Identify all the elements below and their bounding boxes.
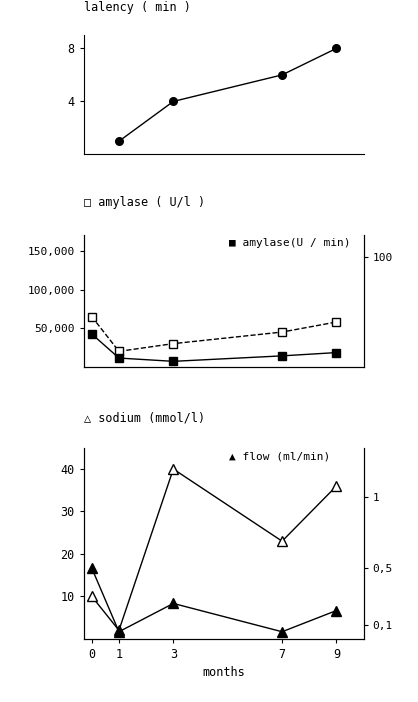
Text: ■ amylase(U / min): ■ amylase(U / min) [229, 238, 351, 248]
Text: △ sodium (mmol/l): △ sodium (mmol/l) [84, 412, 205, 425]
Text: ▲ flow (ml/min): ▲ flow (ml/min) [229, 451, 331, 462]
Text: □ amylase ( U/l ): □ amylase ( U/l ) [84, 197, 205, 209]
Text: lalency ( min ): lalency ( min ) [84, 1, 191, 13]
X-axis label: months: months [202, 666, 245, 680]
